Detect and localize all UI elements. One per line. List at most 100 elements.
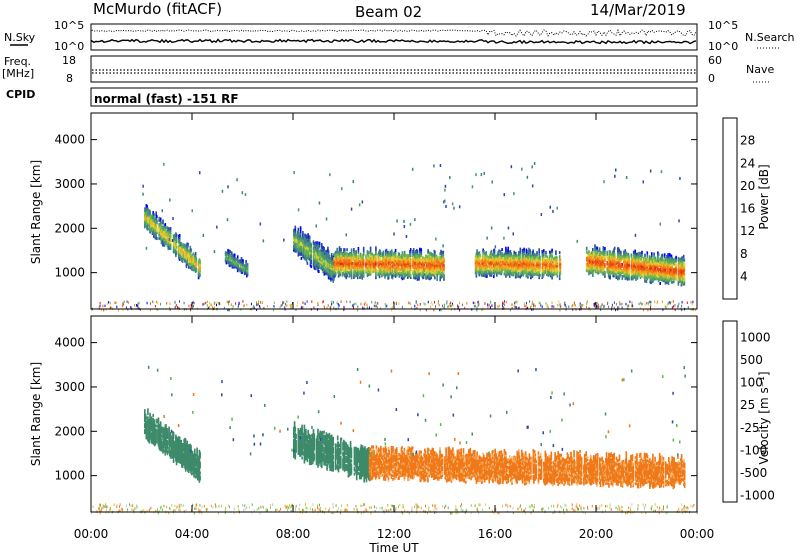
echo-cell xyxy=(636,252,639,256)
echo-cell xyxy=(496,273,498,277)
echo-cell xyxy=(419,259,421,263)
echo-cell xyxy=(606,266,608,270)
echo-cell xyxy=(158,236,160,240)
echo-cell xyxy=(350,262,353,266)
echo-cell xyxy=(228,308,229,312)
echo-cell xyxy=(476,259,478,263)
echo-cell xyxy=(427,273,429,277)
echo-cell xyxy=(172,244,175,248)
echo-cell xyxy=(406,260,409,263)
echo-cell xyxy=(425,264,428,268)
echo-cell xyxy=(504,268,506,272)
echo-cell xyxy=(669,253,671,257)
echo-cell xyxy=(401,277,404,281)
echo-cell xyxy=(375,270,377,274)
echo-cell xyxy=(192,256,195,260)
echo-cell xyxy=(399,259,401,263)
echo-cell xyxy=(671,276,674,280)
echo-cell xyxy=(613,250,615,254)
echo-cell xyxy=(162,221,164,225)
echo-cell xyxy=(323,247,325,250)
echo-cell xyxy=(308,249,311,253)
echo-cell xyxy=(522,273,525,277)
echo-cell xyxy=(295,235,297,239)
echo-cell xyxy=(438,303,440,307)
echo-cell xyxy=(356,276,359,280)
echo-cell xyxy=(633,259,636,263)
echo-cell xyxy=(657,269,660,273)
echo-cell xyxy=(556,206,558,210)
echo-cell xyxy=(147,209,149,213)
echo-cell xyxy=(346,260,348,264)
echo-cell xyxy=(297,241,300,245)
echo-cell xyxy=(425,260,428,264)
echo-cell xyxy=(344,250,346,254)
echo-cell xyxy=(633,267,636,271)
echo-cell xyxy=(636,276,639,280)
echo-cell xyxy=(229,308,231,312)
echo-cell xyxy=(190,250,192,254)
echo-cell xyxy=(402,268,404,272)
echo-cell xyxy=(403,268,406,272)
echo-cell xyxy=(546,261,549,265)
echo-cell xyxy=(324,266,326,270)
echo-cell xyxy=(505,251,508,255)
echo-cell xyxy=(299,232,302,236)
echo-cell xyxy=(673,270,675,274)
echo-cell xyxy=(632,277,634,281)
echo-cell xyxy=(142,184,144,188)
echo-cell xyxy=(513,270,515,274)
echo-cell xyxy=(399,267,401,271)
echo-cell xyxy=(379,250,382,254)
echo-cell xyxy=(359,252,362,256)
echo-cell xyxy=(609,276,611,280)
echo-cell xyxy=(361,200,364,204)
echo-cell xyxy=(640,257,642,261)
echo-cell xyxy=(476,269,478,273)
echo-cell xyxy=(619,274,621,278)
echo-cell xyxy=(297,227,300,231)
echo-cell xyxy=(502,263,504,267)
echo-cell xyxy=(316,261,319,265)
echo-cell xyxy=(371,258,373,262)
echo-cell xyxy=(486,260,488,264)
echo-cell xyxy=(556,270,559,274)
echo-cell xyxy=(681,268,683,272)
echo-cell xyxy=(399,271,401,275)
echo-cell xyxy=(494,245,497,249)
echo-cell xyxy=(340,267,342,271)
echo-cell xyxy=(325,217,328,221)
echo-cell xyxy=(619,302,621,306)
echo-cell xyxy=(418,275,420,279)
echo-cell xyxy=(174,245,176,249)
echo-cell xyxy=(518,271,520,274)
echo-cell xyxy=(444,184,447,188)
echo-cell xyxy=(427,267,429,271)
echo-cell xyxy=(543,261,545,265)
echo-cell xyxy=(632,250,635,254)
echo-cell xyxy=(396,219,398,223)
echo-cell xyxy=(620,270,622,274)
echo-cell xyxy=(669,257,671,261)
echo-cell xyxy=(299,226,302,230)
echo-cell xyxy=(630,271,633,275)
echo-cell xyxy=(609,274,611,278)
echo-cell xyxy=(425,256,428,260)
echo-cell xyxy=(368,306,370,309)
echo-cell xyxy=(188,253,190,257)
echo-cell xyxy=(349,267,351,271)
echo-cell xyxy=(234,265,237,269)
echo-cell xyxy=(371,264,373,268)
echo-cell xyxy=(184,255,186,259)
echo-cell xyxy=(513,268,515,272)
echo-cell xyxy=(310,249,312,253)
echo-cell xyxy=(282,301,284,304)
echo-cell xyxy=(403,252,406,256)
echo-cell xyxy=(362,266,365,270)
echo-cell xyxy=(604,259,606,262)
echo-cell xyxy=(439,264,441,268)
echo-cell xyxy=(158,232,160,236)
echo-cell xyxy=(558,275,561,279)
echo-cell xyxy=(155,225,157,229)
echo-cell xyxy=(641,266,643,270)
